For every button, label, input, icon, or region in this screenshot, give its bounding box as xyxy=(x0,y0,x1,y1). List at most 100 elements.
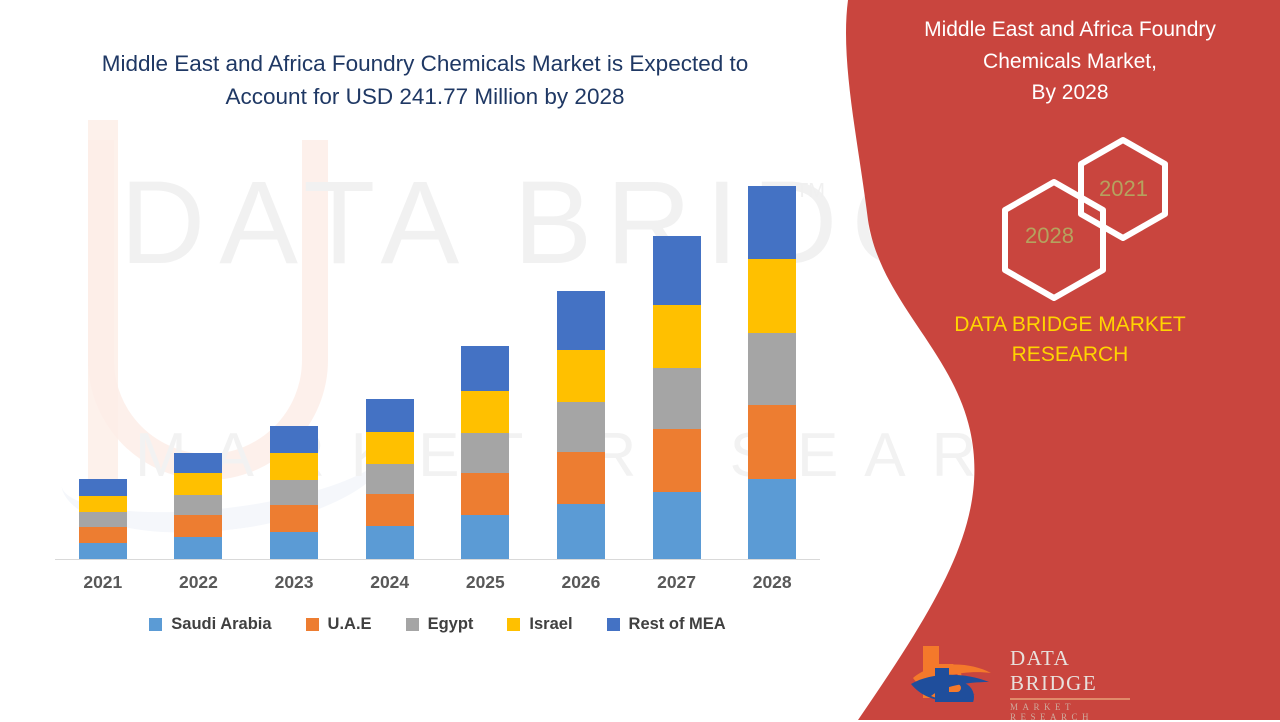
legend-item[interactable]: Rest of MEA xyxy=(606,615,726,634)
bar-segment xyxy=(78,496,127,512)
bar-segment xyxy=(556,402,605,452)
side-panel xyxy=(820,0,1280,720)
hexagon-group: 2021 2028 xyxy=(985,135,1185,301)
bar-segment xyxy=(556,452,605,504)
stacked-bar-2021 xyxy=(78,479,127,559)
hexagon-label-2021: 2021 xyxy=(1099,176,1148,201)
bar-column xyxy=(246,170,342,559)
bar-column xyxy=(629,170,725,559)
bar-segment xyxy=(461,346,510,391)
x-axis-label-2023: 2023 xyxy=(274,572,314,592)
chart-title-line-1: Middle East and Africa Foundry Chemicals… xyxy=(101,51,749,76)
legend-swatch-icon xyxy=(149,618,163,631)
side-panel-brand: DATA BRIDGE MARKET RESEARCH xyxy=(860,310,1280,371)
x-axis-label-2026: 2026 xyxy=(561,572,601,592)
legend-swatch-icon xyxy=(305,618,319,631)
bar-segment xyxy=(174,495,223,515)
logo-mark-icon xyxy=(911,646,991,712)
legend-label: Saudi Arabia xyxy=(171,615,272,633)
side-panel-title-line-3: By 2028 xyxy=(1031,81,1109,104)
chart-plot-area xyxy=(55,170,820,560)
bar-segment xyxy=(652,429,701,492)
bar-segment xyxy=(461,391,510,433)
bar-segment xyxy=(78,543,127,559)
bar-segment xyxy=(270,453,319,480)
legend-item[interactable]: Saudi Arabia xyxy=(149,615,272,634)
x-axis-label-2022: 2022 xyxy=(178,572,218,592)
bar-column xyxy=(151,170,247,559)
bar-segment xyxy=(365,494,414,526)
bar-segment xyxy=(652,368,701,429)
bar-segment xyxy=(652,236,701,305)
bar-segment xyxy=(461,515,510,559)
x-axis-label-2021: 2021 xyxy=(83,572,123,592)
bar-segment xyxy=(365,464,414,494)
hexagon-2021-icon xyxy=(1078,137,1168,241)
legend-label: Rest of MEA xyxy=(628,615,726,633)
side-panel-shape xyxy=(846,0,1280,720)
bar-segment xyxy=(652,492,701,559)
bar-column xyxy=(533,170,629,559)
legend-item[interactable]: Egypt xyxy=(405,615,474,634)
bar-column xyxy=(342,170,438,559)
stacked-bar-2025 xyxy=(461,346,510,559)
stacked-bar-2024 xyxy=(365,399,414,559)
logo-divider xyxy=(1010,698,1130,700)
side-panel-title-line-1: Middle East and Africa Foundry xyxy=(924,18,1216,41)
stacked-bar-2026 xyxy=(556,291,605,559)
bar-segment xyxy=(461,433,510,473)
bar-segment xyxy=(78,479,127,496)
logo-main-text: DATA BRIDGE xyxy=(1010,646,1098,695)
bar-segment xyxy=(556,291,605,350)
legend-label: Israel xyxy=(529,615,573,633)
chart-legend: Saudi Arabia U.A.E Egypt Israel Rest of MEA xyxy=(55,615,820,634)
hexagon-2028-icon xyxy=(1002,179,1106,301)
bar-segment xyxy=(270,505,319,532)
logo-sub-text: MARKET RESEARCH xyxy=(1010,702,1094,722)
side-panel-title-line-2: Chemicals Market, xyxy=(983,49,1157,73)
bar-segment xyxy=(174,537,223,559)
x-axis-label-2025: 2025 xyxy=(465,572,505,592)
bar-segment xyxy=(461,473,510,515)
legend-item[interactable]: Israel xyxy=(507,615,573,634)
bar-segment xyxy=(174,453,223,473)
legend-label: U.A.E xyxy=(327,615,372,633)
legend-swatch-icon xyxy=(606,618,620,631)
bar-column xyxy=(55,170,151,559)
stacked-bar-2023 xyxy=(270,426,319,559)
x-axis-label-2028: 2028 xyxy=(752,572,792,592)
brand-line-2: RESEARCH xyxy=(1011,343,1129,367)
bar-segment xyxy=(78,512,127,527)
stacked-bar-2027 xyxy=(652,236,701,559)
bar-segment xyxy=(748,479,797,559)
chart-title: Middle East and Africa Foundry Chemicals… xyxy=(40,48,810,113)
legend-swatch-icon xyxy=(405,618,419,631)
bar-column xyxy=(438,170,534,559)
brand-line-1: DATA BRIDGE MARKET xyxy=(954,313,1186,336)
stacked-bar-2028 xyxy=(748,186,797,559)
hexagon-label-2028: 2028 xyxy=(1025,223,1074,248)
legend-swatch-icon xyxy=(507,618,521,631)
bar-segment xyxy=(270,426,319,453)
bar-segment xyxy=(748,405,797,479)
bar-segment xyxy=(270,532,319,559)
bar-segment xyxy=(365,399,414,432)
side-panel-title: Middle East and Africa Foundry Chemicals… xyxy=(860,14,1280,109)
bar-segment xyxy=(556,350,605,402)
company-logo: DATA BRIDGE MARKET RESEARCH xyxy=(905,640,1130,722)
bar-segment xyxy=(174,473,223,495)
bar-segment xyxy=(652,305,701,368)
x-axis-label-2027: 2027 xyxy=(657,572,697,592)
bar-segment xyxy=(78,527,127,543)
stacked-bar-2022 xyxy=(174,453,223,559)
legend-label: Egypt xyxy=(427,615,474,633)
bar-group xyxy=(55,170,820,559)
x-axis-line xyxy=(55,559,820,560)
bar-segment xyxy=(174,515,223,537)
x-axis-labels: 2021 2022 2023 2024 2025 2026 2027 2028 xyxy=(55,572,820,593)
bar-column xyxy=(724,170,820,559)
legend-item[interactable]: U.A.E xyxy=(305,615,372,634)
bar-segment xyxy=(556,504,605,559)
bar-segment xyxy=(748,333,797,405)
